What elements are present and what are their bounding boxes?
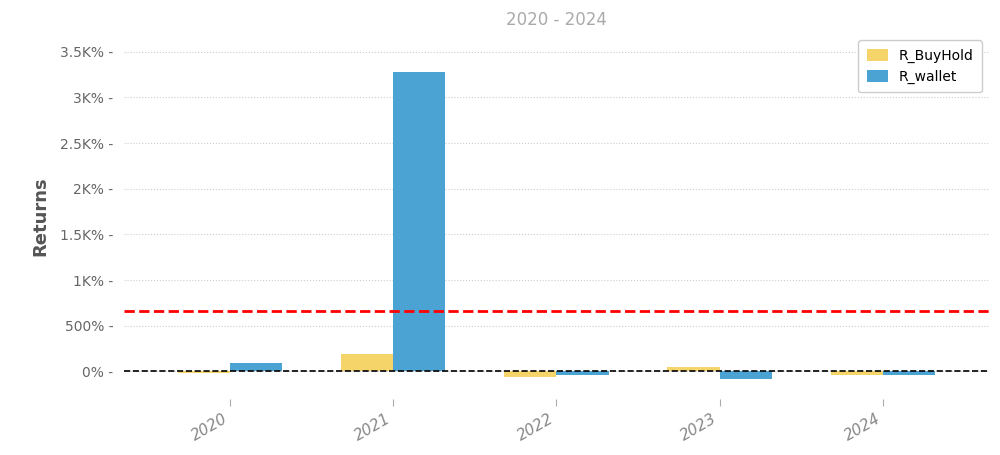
Bar (393, 72, 445, 371)
Bar (831, 371, 883, 374)
Bar (504, 371, 556, 377)
Bar (667, 367, 720, 371)
Bar (556, 371, 609, 374)
Bar (230, 363, 282, 371)
Bar (883, 371, 935, 375)
Bar (341, 354, 393, 371)
Title: 2020 - 2024: 2020 - 2024 (506, 11, 607, 29)
Legend: R_BuyHold, R_wallet: R_BuyHold, R_wallet (858, 40, 982, 92)
Bar (178, 371, 230, 373)
Y-axis label: Returns: Returns (31, 177, 49, 256)
Bar (720, 371, 772, 379)
